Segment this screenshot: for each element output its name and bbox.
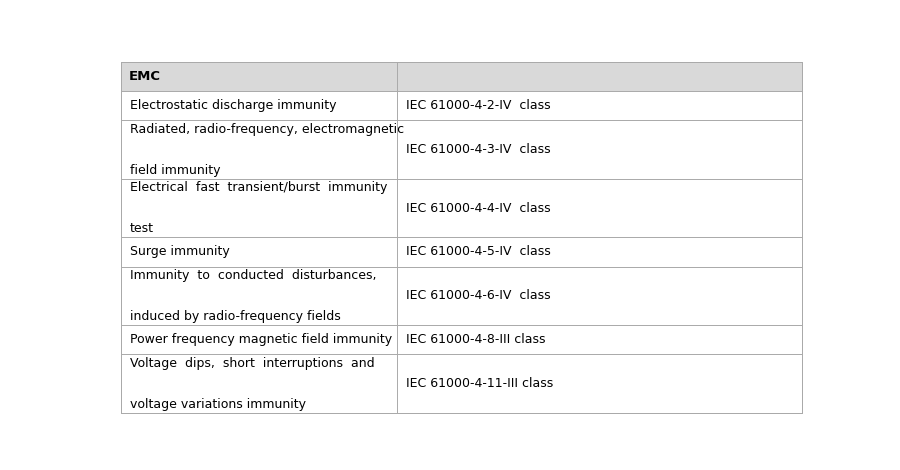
Text: IEC 61000-4-2-IV  class: IEC 61000-4-2-IV class <box>406 99 550 112</box>
Bar <box>121 120 802 179</box>
Text: Voltage  dips,  short  interruptions  and: Voltage dips, short interruptions and <box>130 357 374 369</box>
Text: Power frequency magnetic field immunity: Power frequency magnetic field immunity <box>130 333 392 346</box>
Text: Radiated, radio-frequency, electromagnetic: Radiated, radio-frequency, electromagnet… <box>130 123 404 136</box>
Bar <box>121 325 802 354</box>
Bar <box>121 354 802 413</box>
Bar <box>121 179 802 237</box>
Bar <box>121 62 802 91</box>
Bar <box>121 91 802 120</box>
Text: IEC 61000-4-6-IV  class: IEC 61000-4-6-IV class <box>406 290 550 302</box>
Bar <box>121 266 802 325</box>
Text: IEC 61000-4-3-IV  class: IEC 61000-4-3-IV class <box>406 143 550 156</box>
Text: Electrostatic discharge immunity: Electrostatic discharge immunity <box>130 99 337 112</box>
Text: IEC 61000-4-5-IV  class: IEC 61000-4-5-IV class <box>406 245 551 258</box>
Text: induced by radio-frequency fields: induced by radio-frequency fields <box>130 310 341 323</box>
Text: IEC 61000-4-8-III class: IEC 61000-4-8-III class <box>406 333 545 346</box>
Text: IEC 61000-4-11-III class: IEC 61000-4-11-III class <box>406 377 553 390</box>
Text: Surge immunity: Surge immunity <box>130 245 230 258</box>
Text: test: test <box>130 222 154 235</box>
Text: Immunity  to  conducted  disturbances,: Immunity to conducted disturbances, <box>130 269 376 282</box>
Text: IEC 61000-4-4-IV  class: IEC 61000-4-4-IV class <box>406 202 550 215</box>
Text: field immunity: field immunity <box>130 164 220 177</box>
Text: EMC: EMC <box>130 70 161 83</box>
Text: voltage variations immunity: voltage variations immunity <box>130 398 306 411</box>
Bar <box>121 237 802 266</box>
Text: Electrical  fast  transient/burst  immunity: Electrical fast transient/burst immunity <box>130 181 387 194</box>
